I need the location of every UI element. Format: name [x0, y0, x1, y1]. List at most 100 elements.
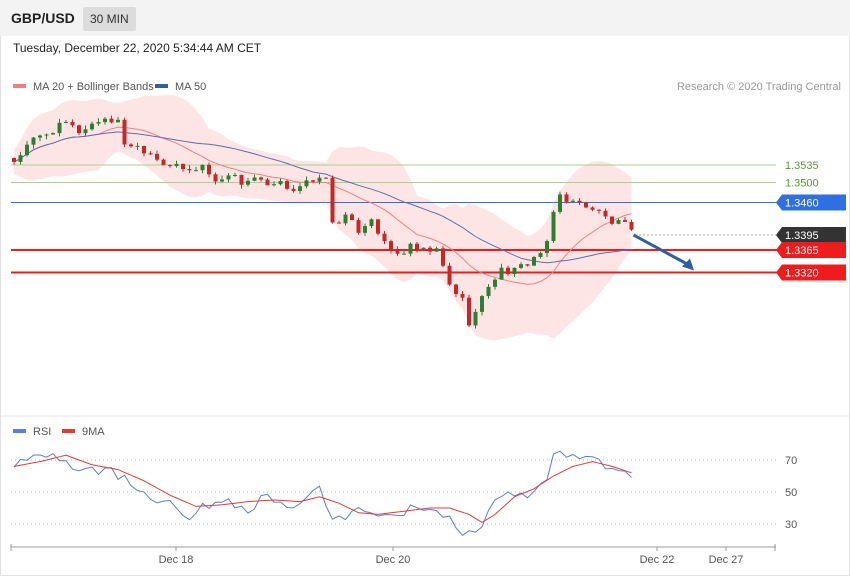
level-tag-resistance: 1.3535: [785, 160, 819, 172]
candle: [90, 121, 94, 131]
rsi-tick-label: 70: [785, 455, 797, 467]
rsi-line: [13, 450, 632, 536]
level-tag-label: 1.3500: [785, 178, 819, 190]
candle: [129, 143, 133, 148]
candle: [272, 181, 276, 187]
candle: [356, 217, 361, 235]
candle: [402, 250, 406, 255]
x-tick-label: Dec 18: [159, 554, 194, 566]
candle: [597, 209, 601, 214]
candle: [532, 255, 536, 267]
candle: [376, 219, 380, 236]
candle: [610, 216, 614, 226]
ma50-legend-swatch: [155, 84, 168, 88]
candle: [350, 213, 354, 221]
candle: [434, 246, 439, 252]
bollinger-band-area: [14, 94, 632, 341]
candle: [18, 151, 23, 165]
candle: [382, 230, 387, 245]
candle: [519, 262, 523, 270]
candle: [31, 136, 36, 149]
candle: [246, 177, 250, 187]
candle: [116, 116, 120, 123]
candle: [64, 119, 68, 124]
candle: [577, 198, 582, 206]
candle: [148, 151, 153, 156]
candle: [473, 308, 478, 329]
candle: [51, 132, 55, 135]
rsi-legend-swatch: [13, 429, 26, 433]
candle: [512, 267, 517, 277]
candle: [538, 251, 543, 259]
candle: [142, 145, 146, 157]
candle: [317, 174, 322, 185]
candle: [460, 290, 465, 302]
level-tag-label: 1.3535: [785, 160, 819, 172]
candle: [343, 211, 348, 226]
credit-label: Research © 2020 Trading Central: [677, 81, 841, 93]
candle: [486, 284, 491, 299]
bollinger-bands: [14, 94, 632, 341]
x-axis: Dec 18 Dec 20 Dec 22 Dec 27: [10, 544, 776, 566]
candle: [252, 174, 257, 182]
candle: [285, 179, 289, 191]
candle: [12, 157, 16, 165]
candle: [259, 176, 263, 182]
candle: [220, 175, 224, 183]
timeframe-button[interactable]: 30 MIN: [83, 7, 136, 31]
candle: [213, 172, 218, 185]
candle: [265, 178, 270, 186]
candle: [428, 245, 432, 255]
candle: [551, 210, 556, 243]
candle: [389, 239, 393, 254]
level-tag-support: 1.3320: [776, 264, 846, 281]
candle: [155, 150, 159, 162]
candle: [330, 175, 335, 224]
candle: [70, 119, 75, 128]
top-bar: GBP/USD 30 MIN: [0, 0, 850, 36]
level-tag-pivot: 1.3460: [776, 194, 846, 211]
candle: [571, 199, 575, 203]
candle: [545, 239, 549, 257]
candle: [207, 162, 211, 178]
candle: [415, 241, 419, 253]
candle: [135, 142, 140, 150]
candle: [103, 116, 107, 125]
rsi-ma-legend-swatch: [62, 429, 75, 433]
candle: [38, 134, 42, 142]
candle: [44, 133, 49, 140]
candle: [304, 176, 309, 189]
candle: [525, 264, 530, 267]
candle: [181, 163, 185, 172]
candle: [239, 174, 244, 189]
level-tag-last: 1.3395: [776, 227, 846, 243]
candle: [564, 192, 569, 204]
candle: [506, 265, 510, 276]
candle: [278, 178, 283, 186]
level-tag-label: 1.3395: [785, 230, 819, 242]
candle: [168, 164, 172, 168]
level-tag-resistance: 1.3500: [785, 178, 819, 190]
candle: [454, 283, 458, 298]
candle: [603, 208, 608, 219]
candle: [25, 140, 29, 157]
candle: [298, 182, 302, 194]
candle: [337, 220, 341, 224]
rsi-tick-label: 30: [785, 519, 797, 531]
rsi-legend-label: RSI: [33, 426, 51, 438]
datetime-label: Tuesday, December 22, 2020 5:34:44 AM CE…: [13, 41, 262, 55]
candle: [558, 191, 562, 214]
ma20-legend-label: MA 20 + Bollinger Bands: [33, 81, 154, 93]
level-tag-label: 1.3365: [785, 245, 819, 257]
candle: [194, 166, 198, 172]
ma20-line: [13, 126, 632, 285]
rsi-tick-label: 50: [785, 487, 797, 499]
candle: [447, 262, 452, 286]
ma50-legend-label: MA 50: [175, 81, 206, 93]
candle: [623, 217, 627, 222]
candle: [200, 164, 205, 174]
x-tick-label: Dec 27: [709, 554, 744, 566]
candle: [77, 124, 81, 135]
candle: [83, 125, 88, 136]
